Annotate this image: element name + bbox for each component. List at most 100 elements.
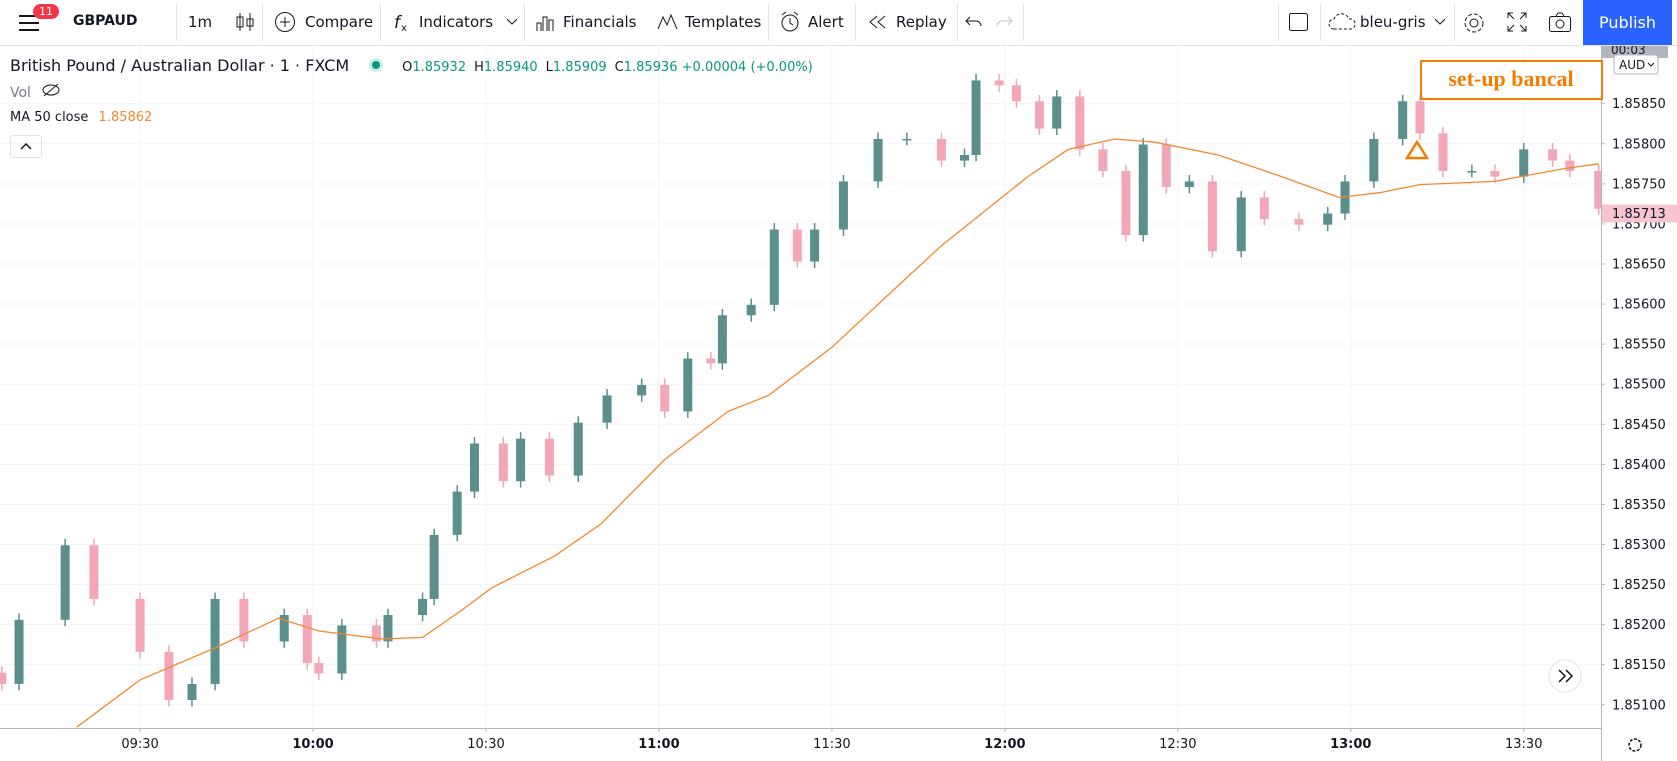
layout-name[interactable]: bleu-gris: [1360, 13, 1426, 31]
triangle-marker: [1404, 139, 1430, 160]
candle-body: [637, 384, 647, 396]
candle-body: [838, 181, 848, 230]
candle-body: [469, 443, 479, 492]
last-price-label: 1.85713: [1612, 207, 1666, 222]
candle-body: [279, 615, 289, 642]
candle-body: [187, 683, 197, 700]
snapshot-icon[interactable]: [1548, 11, 1572, 33]
x-tick-label: 13:30: [1505, 737, 1542, 752]
ma-line: [76, 138, 1599, 728]
plot: [0, 46, 1601, 728]
x-tick-label: 11:30: [813, 737, 850, 752]
hidden-icon[interactable]: [41, 83, 61, 97]
legend-vol: Vol: [10, 83, 61, 101]
indicators[interactable]: Indicators: [419, 13, 494, 31]
annotation-box: [1420, 60, 1603, 100]
candle-body: [1323, 213, 1333, 225]
candle-body: [602, 395, 612, 423]
undo-icon[interactable]: [964, 11, 984, 33]
compare-icon[interactable]: [274, 11, 296, 33]
replay[interactable]: Replay: [896, 13, 947, 31]
candle-body: [1519, 149, 1529, 177]
y-tick-label: 1.85150: [1612, 658, 1666, 673]
fullscreen-icon[interactable]: [1506, 11, 1528, 33]
candle-body: [0, 672, 7, 684]
candle-body: [1075, 96, 1085, 150]
candle-body: [902, 138, 912, 141]
redo-icon[interactable]: [994, 11, 1014, 33]
candle-body: [792, 229, 802, 262]
symbol[interactable]: GBPAUD: [73, 13, 138, 29]
y-tick-label: 1.85250: [1612, 578, 1666, 593]
candle-body: [1294, 219, 1304, 225]
ma-value: 1.85862: [98, 110, 153, 125]
candle-body: [1011, 85, 1021, 102]
candle-body: [383, 615, 393, 642]
candle-body: [660, 384, 670, 412]
candle-body: [1052, 96, 1062, 129]
x-tick-label: 12:30: [1159, 737, 1196, 752]
chart-type-icon[interactable]: [235, 11, 255, 33]
candle-body: [89, 545, 99, 599]
candle-body: [1184, 181, 1194, 188]
templates[interactable]: Templates: [685, 13, 762, 31]
candle-body: [498, 443, 508, 482]
y-tick-label: 1.85800: [1612, 137, 1666, 152]
candle-body: [1594, 171, 1601, 209]
countdown: 00:03: [1611, 43, 1646, 57]
financials[interactable]: Financials: [563, 13, 637, 31]
candle-body: [1490, 171, 1500, 177]
compare[interactable]: Compare: [305, 13, 374, 31]
y-tick-label: 1.85400: [1612, 458, 1666, 473]
financials-icon[interactable]: [535, 11, 555, 33]
cloud-icon[interactable]: [1328, 11, 1358, 33]
ohlc-key: C: [614, 60, 624, 75]
axis-settings: [1628, 738, 1642, 752]
change: +0.00004 (+0.00%): [681, 60, 813, 75]
candle-body: [960, 154, 970, 161]
x-tick-label: 11:00: [638, 737, 679, 752]
candle-body: [717, 315, 727, 364]
candle-body: [683, 358, 693, 412]
ohlc-key: H: [474, 60, 484, 75]
svg-text:x: x: [401, 23, 407, 33]
candle-body: [1121, 171, 1131, 236]
alert-icon[interactable]: [779, 11, 801, 33]
y-tick-label: 1.85300: [1612, 538, 1666, 553]
candle-body: [994, 80, 1004, 86]
x-tick-label: 10:00: [292, 737, 333, 752]
candle-body: [516, 438, 526, 482]
candle-body: [1138, 144, 1148, 236]
collapse-button[interactable]: [10, 135, 42, 158]
interval[interactable]: 1m: [188, 13, 213, 31]
notification-badge: 11: [33, 4, 59, 19]
y-tick-label: 1.85650: [1612, 257, 1666, 272]
candle-body: [429, 534, 439, 599]
x-tick-label: 12:00: [984, 737, 1025, 752]
templates-icon[interactable]: [657, 11, 679, 33]
y-tick-label: 1.85500: [1612, 378, 1666, 393]
alert[interactable]: Alert: [808, 13, 844, 31]
candle-body: [706, 358, 716, 364]
vol-label: Vol: [10, 85, 31, 101]
scroll-icon: [1558, 669, 1574, 683]
candle-body: [1438, 133, 1448, 172]
legend-ma: MA 50 close 1.85862: [10, 110, 152, 125]
candle-body: [452, 491, 462, 535]
candle-body: [746, 304, 756, 316]
publish-button[interactable]: Publish: [1583, 0, 1672, 45]
currency-box: [1613, 54, 1659, 75]
candle-body: [1398, 101, 1408, 139]
candle-body: [239, 598, 249, 642]
replay-icon[interactable]: [868, 11, 888, 33]
y-tick-label: 1.85350: [1612, 498, 1666, 513]
candle-body: [1034, 101, 1044, 129]
chevron[interactable]: [1434, 18, 1446, 26]
candle-body: [1369, 138, 1379, 182]
chevron[interactable]: [506, 18, 518, 26]
ohlc-value: 1.85932: [412, 60, 467, 75]
settings-icon[interactable]: [1462, 11, 1486, 35]
layout-icon[interactable]: [1288, 11, 1310, 33]
